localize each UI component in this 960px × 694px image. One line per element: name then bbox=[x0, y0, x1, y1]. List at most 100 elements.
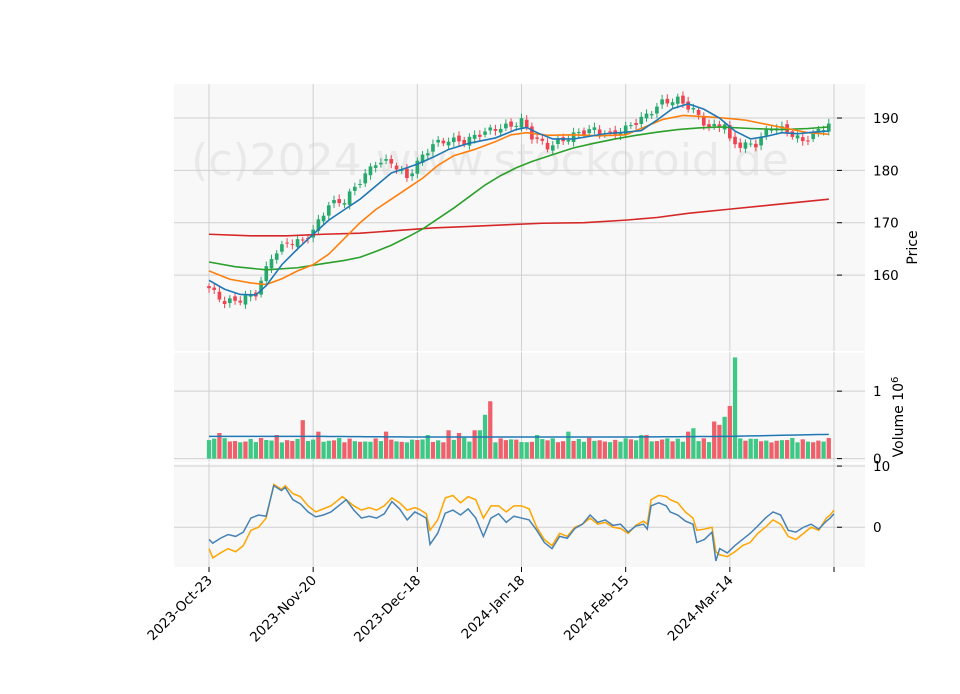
price-candle bbox=[754, 139, 758, 152]
volume-bar bbox=[592, 440, 597, 459]
volume-average-line bbox=[209, 433, 829, 438]
candle-body bbox=[764, 129, 769, 136]
volume-bar bbox=[821, 441, 826, 459]
volume-bar bbox=[534, 435, 540, 459]
volume-bar bbox=[383, 431, 389, 459]
price-candle bbox=[639, 112, 644, 129]
volume-bar bbox=[311, 439, 316, 459]
candle-body bbox=[420, 154, 425, 163]
volume-exponent: 6 bbox=[890, 377, 901, 383]
volume-bar bbox=[587, 437, 592, 459]
volume-bar bbox=[555, 442, 561, 459]
volume-bar bbox=[316, 431, 321, 459]
volume-bar bbox=[357, 441, 363, 459]
candle-body bbox=[300, 239, 305, 241]
price-candle bbox=[634, 118, 638, 130]
y-tick-label: 0 bbox=[873, 452, 882, 468]
volume-bar bbox=[331, 440, 337, 459]
volume-bar bbox=[670, 441, 675, 459]
candle-body bbox=[259, 280, 263, 295]
candle-body bbox=[566, 139, 571, 142]
volume-bar bbox=[493, 442, 498, 459]
candle-body bbox=[264, 266, 269, 282]
volume-bar bbox=[217, 432, 222, 459]
candle-body bbox=[347, 191, 352, 205]
candle-body bbox=[269, 259, 274, 269]
volume-bar bbox=[274, 435, 279, 459]
price-candle bbox=[222, 296, 227, 309]
volume-bar bbox=[264, 439, 269, 459]
candle-body bbox=[358, 183, 362, 185]
candle-body bbox=[660, 99, 664, 105]
candle-body bbox=[316, 219, 321, 231]
volume-bar bbox=[774, 440, 779, 459]
candle-body bbox=[274, 253, 279, 260]
price-candle bbox=[649, 111, 654, 119]
candle-body bbox=[326, 205, 331, 216]
price-candle bbox=[410, 169, 414, 181]
candle-body bbox=[665, 98, 670, 104]
oscillator-panel-background bbox=[174, 463, 865, 567]
price-candle bbox=[733, 132, 737, 149]
volume-bar bbox=[488, 401, 493, 459]
candle-body bbox=[629, 125, 633, 127]
volume-bar bbox=[498, 438, 503, 459]
volume-bar bbox=[368, 441, 373, 459]
volume-bar bbox=[472, 430, 477, 459]
candle-body bbox=[545, 142, 550, 150]
volume-bar bbox=[279, 442, 285, 459]
price-candle bbox=[316, 214, 321, 235]
candle-body bbox=[754, 143, 758, 148]
price-candle bbox=[665, 94, 670, 107]
x-tick-label: 2024-Mar-14 bbox=[665, 573, 737, 645]
y-tick-label: 1 bbox=[873, 384, 882, 400]
candle-body bbox=[342, 203, 347, 205]
volume-bar bbox=[284, 440, 290, 459]
candle-body bbox=[509, 121, 513, 127]
price-candle bbox=[587, 125, 592, 137]
volume-bar bbox=[717, 424, 722, 459]
volume-bar bbox=[389, 439, 394, 459]
candle-body bbox=[389, 158, 394, 164]
volume-bar bbox=[524, 442, 529, 459]
volume-bar bbox=[451, 439, 456, 459]
candle-body bbox=[649, 114, 654, 116]
sma-long-line bbox=[208, 126, 829, 271]
price-candle bbox=[384, 154, 388, 165]
volume-bar bbox=[706, 442, 712, 459]
volume-bar bbox=[659, 439, 665, 459]
volume-bar bbox=[811, 442, 816, 459]
volume-bar bbox=[425, 435, 430, 459]
watermark: (c)2024 www.stockoroid.de bbox=[191, 135, 789, 186]
candle-body bbox=[655, 106, 659, 114]
volume-bar bbox=[441, 442, 446, 459]
price-candle bbox=[353, 182, 357, 196]
candle-body bbox=[800, 137, 805, 142]
candle-body bbox=[425, 153, 430, 156]
oscillator-signal-line bbox=[208, 483, 835, 559]
candle-body bbox=[597, 129, 602, 135]
y-tick-label: 190 bbox=[873, 111, 899, 127]
candle-body bbox=[504, 123, 508, 129]
candle-body bbox=[712, 124, 717, 127]
candle-body bbox=[493, 129, 498, 131]
price-candle bbox=[457, 131, 461, 146]
candle-body bbox=[519, 118, 524, 128]
price-candle bbox=[451, 132, 456, 147]
price-candle bbox=[368, 163, 373, 180]
price-candle bbox=[212, 283, 217, 294]
candle-body bbox=[457, 135, 461, 142]
price-candle bbox=[498, 124, 503, 137]
candle-body bbox=[217, 291, 222, 300]
volume-bar bbox=[732, 357, 738, 459]
price-candle bbox=[483, 127, 487, 138]
candle-body bbox=[811, 133, 815, 140]
candle-body bbox=[644, 113, 649, 119]
price-candle bbox=[728, 121, 732, 142]
candle-body bbox=[686, 101, 690, 110]
volume-bar bbox=[633, 440, 639, 459]
candle-body bbox=[691, 107, 696, 110]
volume-bar bbox=[378, 441, 384, 459]
candle-body bbox=[587, 129, 592, 134]
sma-longest-line bbox=[208, 198, 829, 237]
